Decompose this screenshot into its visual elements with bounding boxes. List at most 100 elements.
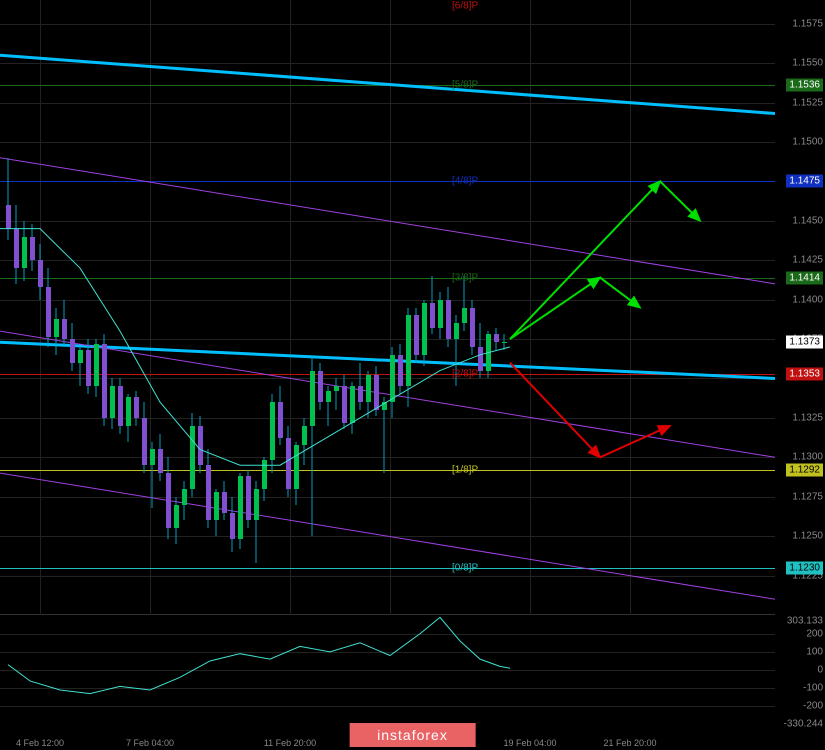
price-panel[interactable]: [6/8]P [5/8]P [4/8]P [3/8]P [2/8]P [1/8]P [0/8… — [0, 0, 775, 615]
candle — [158, 0, 163, 615]
candle — [390, 0, 395, 615]
candle — [206, 0, 211, 615]
indicator-tick: -200 — [803, 701, 823, 712]
candle — [38, 0, 43, 615]
murrey-label: [0/8]P — [450, 562, 480, 573]
candle — [166, 0, 171, 615]
price-tick: 1.1250 — [792, 531, 823, 542]
candle — [22, 0, 27, 615]
price-tick: 1.1400 — [792, 294, 823, 305]
current-price-label: 1.1373 — [786, 336, 823, 349]
candle — [86, 0, 91, 615]
candle — [262, 0, 267, 615]
candle — [446, 0, 451, 615]
candle — [350, 0, 355, 615]
candle — [118, 0, 123, 615]
murrey-label: [6/8]P — [450, 1, 480, 12]
candle — [102, 0, 107, 615]
candle — [422, 0, 427, 615]
candle — [78, 0, 83, 615]
murrey-label: [4/8]P — [450, 176, 480, 187]
indicator-range-label: -330.244 — [784, 719, 823, 730]
time-tick: 11 Feb 20:00 — [264, 738, 316, 748]
price-tick: 1.1500 — [792, 136, 823, 147]
candle — [246, 0, 251, 615]
time-tick: 4 Feb 12:00 — [16, 738, 64, 748]
candle — [406, 0, 411, 615]
candle — [366, 0, 371, 615]
candle — [190, 0, 195, 615]
price-tick: 1.1575 — [792, 18, 823, 29]
candle — [310, 0, 315, 615]
murrey-label: [2/8]P — [450, 368, 480, 379]
indicator-line — [0, 615, 775, 730]
indicator-panel[interactable] — [0, 615, 775, 730]
indicator-tick: 100 — [806, 646, 823, 657]
murrey-label: [5/8]P — [450, 80, 480, 91]
time-tick: 21 Feb 20:00 — [603, 738, 656, 748]
candle — [286, 0, 291, 615]
price-tick: 1.1275 — [792, 491, 823, 502]
level-price-label: 1.1230 — [786, 561, 823, 574]
murrey-line — [0, 374, 775, 375]
candle — [462, 0, 467, 615]
time-tick: 19 Feb 04:00 — [503, 738, 556, 748]
candle — [438, 0, 443, 615]
level-price-label: 1.1414 — [786, 271, 823, 284]
candle — [182, 0, 187, 615]
candle — [126, 0, 131, 615]
price-tick: 1.1425 — [792, 255, 823, 266]
candle — [334, 0, 339, 615]
candle — [318, 0, 323, 615]
indicator-range-label: 303.133 — [787, 616, 823, 627]
candle — [134, 0, 139, 615]
candle — [6, 0, 11, 615]
candle — [230, 0, 235, 615]
level-price-label: 1.1475 — [786, 175, 823, 188]
murrey-line — [0, 568, 775, 569]
price-tick: 1.1325 — [792, 412, 823, 423]
murrey-line — [0, 181, 775, 182]
price-tick: 1.1525 — [792, 97, 823, 108]
candle — [414, 0, 419, 615]
candle — [382, 0, 387, 615]
time-tick: 7 Feb 04:00 — [126, 738, 174, 748]
murrey-line — [0, 278, 775, 279]
price-tick: 1.1550 — [792, 58, 823, 69]
level-price-label: 1.1292 — [786, 463, 823, 476]
trend-overlay — [0, 0, 775, 615]
candle — [214, 0, 219, 615]
candle — [174, 0, 179, 615]
murrey-label: [3/8]P — [450, 272, 480, 283]
candle — [294, 0, 299, 615]
candle — [430, 0, 435, 615]
candle — [326, 0, 331, 615]
candle — [470, 0, 475, 615]
candle — [70, 0, 75, 615]
candle — [478, 0, 483, 615]
candle — [270, 0, 275, 615]
candle — [302, 0, 307, 615]
candle — [238, 0, 243, 615]
murrey-line — [0, 85, 775, 86]
candle — [502, 0, 507, 615]
price-axis: 1.12251.12501.12751.13001.13251.13501.13… — [775, 0, 825, 615]
candle — [494, 0, 499, 615]
price-tick: 1.1450 — [792, 215, 823, 226]
candle — [278, 0, 283, 615]
watermark: instaforex — [349, 723, 476, 747]
candle — [62, 0, 67, 615]
candle — [222, 0, 227, 615]
level-price-label: 1.1353 — [786, 367, 823, 380]
murrey-label: [1/8]P — [450, 464, 480, 475]
candle — [30, 0, 35, 615]
indicator-tick: 200 — [806, 628, 823, 639]
candle — [342, 0, 347, 615]
indicator-axis: -200-1000100200303.133-330.244 — [775, 615, 825, 730]
candle — [454, 0, 459, 615]
candle — [254, 0, 259, 615]
candle — [486, 0, 491, 615]
candle — [94, 0, 99, 615]
candle — [398, 0, 403, 615]
candle — [198, 0, 203, 615]
